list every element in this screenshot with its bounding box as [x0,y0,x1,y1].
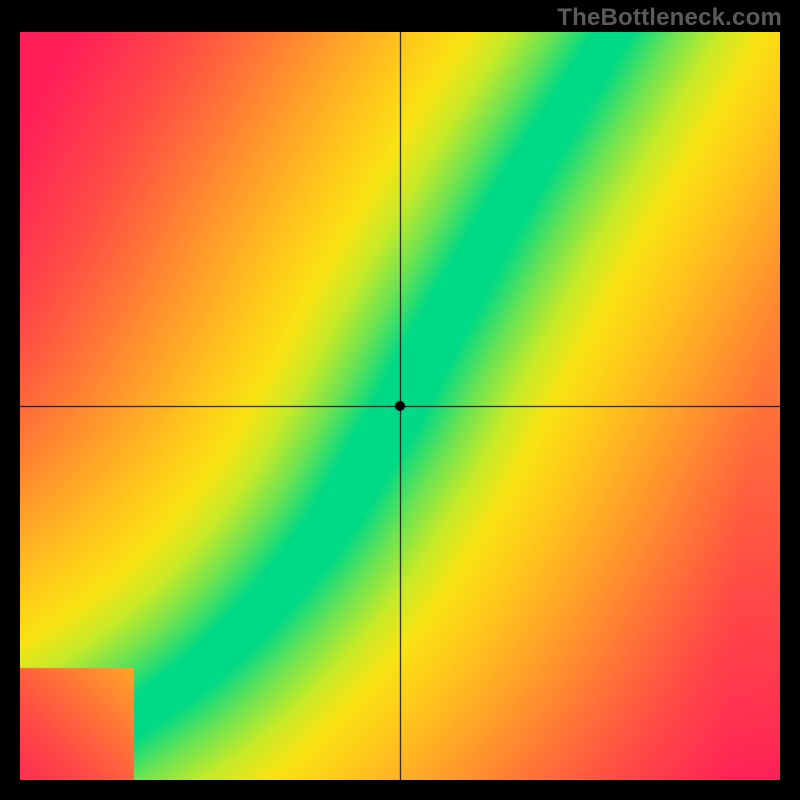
bottleneck-heatmap [20,32,780,780]
chart-container: TheBottleneck.com [0,0,800,800]
watermark-label: TheBottleneck.com [557,4,782,32]
